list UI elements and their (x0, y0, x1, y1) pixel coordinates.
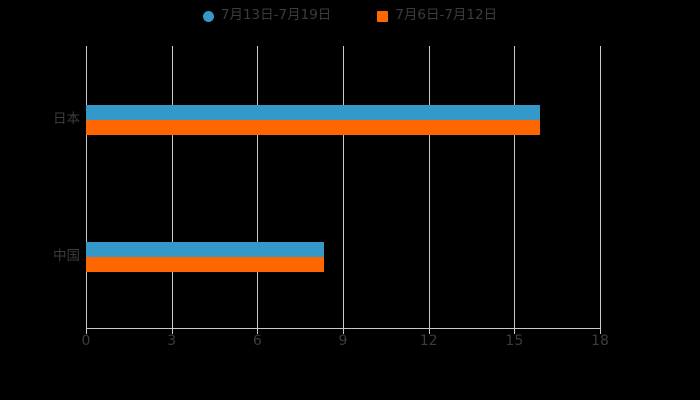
gridline-0 (86, 46, 87, 328)
x-tick-label-0: 0 (81, 333, 91, 349)
y-axis-label-japan: 日本 (53, 111, 80, 127)
x-tick-label-18: 18 (591, 333, 609, 349)
gridline-6 (257, 46, 259, 328)
y-axis-category-labels: 日本 中国 (0, 0, 80, 400)
legend-item-series-0[interactable]: 7月13日-7月19日 (202, 7, 332, 24)
gridline-9 (343, 46, 344, 328)
x-tick-label-15: 15 (505, 333, 524, 349)
x-tick-mark-15 (514, 329, 516, 334)
gridline-12 (428, 46, 430, 328)
bar-china-series-1[interactable] (86, 257, 325, 272)
legend-circle-marker-icon (202, 10, 214, 22)
bar-japan-series-0[interactable] (86, 105, 541, 120)
x-tick-mark-6 (257, 329, 259, 334)
gridline-15 (514, 46, 516, 328)
x-tick-label-12: 12 (419, 333, 438, 349)
gridline-3 (171, 46, 173, 328)
x-tick-mark-12 (428, 329, 430, 334)
bar-china-series-0[interactable] (86, 242, 325, 257)
x-tick-mark-0 (86, 329, 87, 334)
y-axis-label-china: 中国 (53, 248, 80, 264)
x-tick-mark-9 (343, 329, 344, 334)
bar-japan-series-1[interactable] (86, 120, 541, 135)
x-tick-label-3: 3 (167, 333, 177, 349)
legend-label-series-0: 7月13日-7月19日 (220, 7, 332, 24)
chart-legend: 7月13日-7月19日 7月6日-7月12日 (0, 0, 700, 32)
x-tick-label-9: 9 (338, 333, 348, 349)
x-axis-line (86, 328, 601, 329)
legend-item-series-1[interactable]: 7月6日-7月12日 (377, 9, 497, 23)
x-tick-mark-3 (171, 329, 173, 334)
gridline-18 (600, 46, 601, 328)
legend-label-series-1: 7月6日-7月12日 (395, 7, 498, 24)
legend-square-marker-icon (377, 10, 389, 22)
x-tick-label-6: 6 (252, 333, 262, 349)
x-tick-mark-18 (600, 329, 601, 334)
